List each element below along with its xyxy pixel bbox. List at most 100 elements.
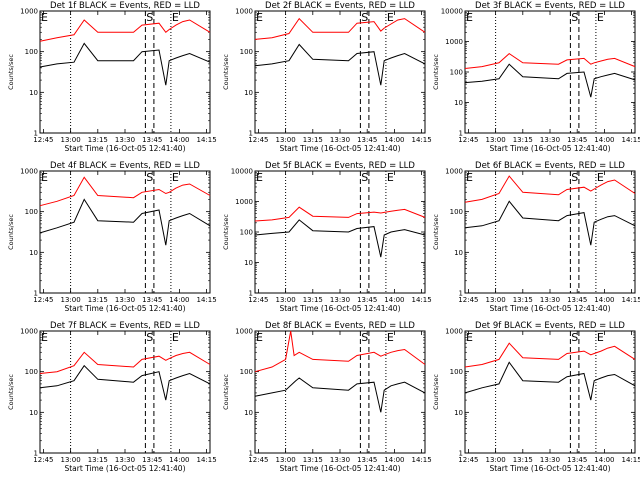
x-axis-label: Start Time (16-Oct-05 12:41:40) [64,304,185,313]
series-line-events [39,198,211,246]
y-tick-label: 1000 [445,38,463,46]
x-tick-label: 12:45 [248,296,268,304]
y-axis-label: Counts/sec [432,54,440,90]
panel-title: Det 6f BLACK = Events, RED = LLD [475,161,625,171]
detector-panel-5: Det 5f BLACK = Events, RED = LLD 1 10 100 10… [222,161,432,313]
y-tick-label: 1 [34,130,38,138]
series-line-events [39,364,211,401]
detector-panel-8: Det 8f BLACK = Events, RED = LLD 1 10 100 10… [222,321,432,473]
x-tick-label: 13:00 [61,296,81,304]
x-tick-label: 14:15 [412,296,432,304]
x-tick-label: 12:45 [33,456,53,464]
x-tick-label: 14:00 [169,456,189,464]
plot-frame [39,170,211,294]
x-axis-label: Start Time (16-Oct-05 12:41:40) [279,464,400,473]
time-marker-label: E [387,171,394,184]
x-tick-label: 13:45 [142,456,162,464]
x-tick-label: 13:15 [88,136,108,144]
x-tick-label: 12:45 [33,136,53,144]
series-line-lld [464,175,636,203]
time-marker-label: S [361,11,368,24]
x-tick-label: 12:45 [458,456,478,464]
y-axis-label: Counts/sec [7,374,15,410]
series-line-events [464,63,636,98]
series-line-lld [254,206,426,222]
x-tick-label: 13:15 [513,456,533,464]
x-tick-label: 14:15 [622,296,640,304]
x-tick-label: 14:00 [594,456,614,464]
series-line-events [254,43,426,86]
plot-frame [39,330,211,454]
y-tick-label: 100 [25,48,38,56]
plot-frame [254,10,426,134]
series-line-events [464,200,636,246]
detector-panel-9: Det 9f BLACK = Events, RED = LLD 1 10 100 10… [432,321,640,473]
y-tick-label: 100 [25,208,38,216]
x-tick-label: 13:00 [276,456,296,464]
y-tick-label: 10 [454,249,463,257]
x-tick-label: 13:00 [486,296,506,304]
y-tick-label: 100 [450,69,463,77]
series-line-events [254,377,426,413]
x-tick-label: 14:00 [384,456,404,464]
y-tick-label: 1000 [20,8,38,16]
x-tick-label: 12:45 [458,136,478,144]
y-axis-label: Counts/sec [222,374,230,410]
y-tick-label: 1000 [445,328,463,336]
x-tick-label: 13:30 [330,296,350,304]
y-axis-label: Counts/sec [222,54,230,90]
x-axis-label: Start Time (16-Oct-05 12:41:40) [489,464,610,473]
y-tick-label: 10 [29,89,38,97]
x-axis-label: Start Time (16-Oct-05 12:41:40) [64,144,185,153]
y-tick-label: 10 [454,99,463,107]
y-tick-label: 1 [249,290,253,298]
panel-title: Det 1f BLACK = Events, RED = LLD [50,1,200,11]
y-axis-label: Counts/sec [432,374,440,410]
x-tick-label: 13:45 [357,296,377,304]
y-tick-label: 1000 [235,328,253,336]
y-tick-label: 100 [240,48,253,56]
y-tick-label: 10000 [441,8,463,16]
y-tick-label: 10 [244,259,253,267]
time-marker-label: E [41,331,48,344]
x-tick-label: 13:30 [330,456,350,464]
y-tick-label: 1 [459,450,463,458]
series-line-events [39,42,211,86]
x-axis-label: Start Time (16-Oct-05 12:41:40) [64,464,185,473]
x-tick-label: 12:45 [248,136,268,144]
y-tick-label: 100 [240,229,253,237]
y-tick-label: 100 [450,368,463,376]
y-tick-label: 1 [34,450,38,458]
y-tick-label: 1000 [235,8,253,16]
time-marker-label: E [597,11,604,24]
time-marker-label: E [172,11,179,24]
y-tick-label: 1000 [235,198,253,206]
y-tick-label: 1 [34,290,38,298]
y-tick-label: 10 [29,249,38,257]
x-tick-label: 13:30 [540,296,560,304]
x-tick-label: 13:00 [276,136,296,144]
y-axis-label: Counts/sec [7,54,15,90]
time-marker-label: E [597,171,604,184]
x-tick-label: 13:45 [567,136,587,144]
series-line-lld [464,342,636,368]
x-tick-label: 13:30 [115,456,135,464]
time-marker-label: E [597,331,604,344]
x-tick-label: 14:00 [594,136,614,144]
time-marker-label: S [361,171,368,184]
y-tick-label: 10000 [231,168,253,176]
x-tick-label: 13:15 [303,136,323,144]
y-tick-label: 100 [240,368,253,376]
detector-panel-4: Det 4f BLACK = Events, RED = LLD 1 10 100 10… [7,161,217,313]
x-tick-label: 13:30 [115,296,135,304]
y-axis-label: Counts/sec [432,214,440,250]
y-tick-label: 1 [249,450,253,458]
plot-frame [464,10,636,134]
x-tick-label: 13:30 [330,136,350,144]
x-tick-label: 13:15 [513,136,533,144]
time-marker-label: S [146,171,153,184]
detector-panel-2: Det 2f BLACK = Events, RED = LLD 1 10 100 10… [222,1,432,153]
x-axis-label: Start Time (16-Oct-05 12:41:40) [489,304,610,313]
y-tick-label: 100 [450,208,463,216]
